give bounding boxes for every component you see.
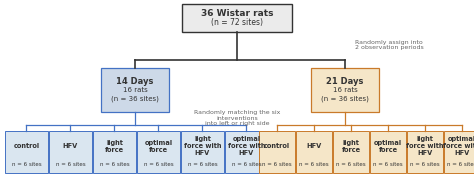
Text: light
force: light force <box>341 140 361 152</box>
Text: n = 6 sites: n = 6 sites <box>447 162 474 167</box>
Text: 36 Wistar rats: 36 Wistar rats <box>201 9 273 18</box>
Text: control: control <box>264 143 290 149</box>
Text: n = 6 sites: n = 6 sites <box>55 162 85 167</box>
FancyBboxPatch shape <box>311 68 379 112</box>
Text: 16 rats: 16 rats <box>123 87 147 93</box>
Text: HFV: HFV <box>306 143 322 149</box>
FancyBboxPatch shape <box>182 4 292 32</box>
Text: Randomly matching the six
interventions
into left or right side: Randomly matching the six interventions … <box>194 110 280 126</box>
Text: (n = 36 sites): (n = 36 sites) <box>321 96 369 102</box>
FancyBboxPatch shape <box>259 131 295 173</box>
Text: 16 rats: 16 rats <box>333 87 357 93</box>
Text: n = 6 sites: n = 6 sites <box>188 162 217 167</box>
Text: control: control <box>13 143 39 149</box>
Text: n = 6 sites: n = 6 sites <box>144 162 173 167</box>
Text: n = 6 sites: n = 6 sites <box>299 162 329 167</box>
FancyBboxPatch shape <box>93 131 136 173</box>
Text: light
force with
HFV: light force with HFV <box>184 136 221 156</box>
Text: optimal
force: optimal force <box>374 140 402 152</box>
FancyBboxPatch shape <box>444 131 474 173</box>
Text: optimal
force with
HFV: optimal force with HFV <box>228 136 265 156</box>
Text: n = 6 sites: n = 6 sites <box>410 162 440 167</box>
Text: (n = 72 sites): (n = 72 sites) <box>211 18 263 27</box>
FancyBboxPatch shape <box>333 131 369 173</box>
FancyBboxPatch shape <box>49 131 92 173</box>
Text: light
force: light force <box>105 140 124 152</box>
Text: n = 6 sites: n = 6 sites <box>262 162 292 167</box>
Text: optimal
force with
HFV: optimal force with HFV <box>443 136 474 156</box>
FancyBboxPatch shape <box>370 131 406 173</box>
Text: 21 Days: 21 Days <box>326 76 364 85</box>
Text: n = 6 sites: n = 6 sites <box>373 162 403 167</box>
FancyBboxPatch shape <box>5 131 48 173</box>
Text: n = 6 sites: n = 6 sites <box>232 162 261 167</box>
Text: n = 6 sites: n = 6 sites <box>100 162 129 167</box>
Text: n = 6 sites: n = 6 sites <box>336 162 366 167</box>
Text: optimal
force: optimal force <box>145 140 173 152</box>
Text: (n = 36 sites): (n = 36 sites) <box>111 96 159 102</box>
Text: 14 Days: 14 Days <box>116 76 154 85</box>
FancyBboxPatch shape <box>407 131 443 173</box>
FancyBboxPatch shape <box>137 131 180 173</box>
Text: Randomly assign into
2 observation periods: Randomly assign into 2 observation perio… <box>355 40 424 50</box>
Text: n = 6 sites: n = 6 sites <box>12 162 41 167</box>
FancyBboxPatch shape <box>225 131 268 173</box>
FancyBboxPatch shape <box>296 131 332 173</box>
Text: HFV: HFV <box>63 143 78 149</box>
FancyBboxPatch shape <box>101 68 169 112</box>
FancyBboxPatch shape <box>181 131 224 173</box>
Text: light
force with
HFV: light force with HFV <box>406 136 444 156</box>
